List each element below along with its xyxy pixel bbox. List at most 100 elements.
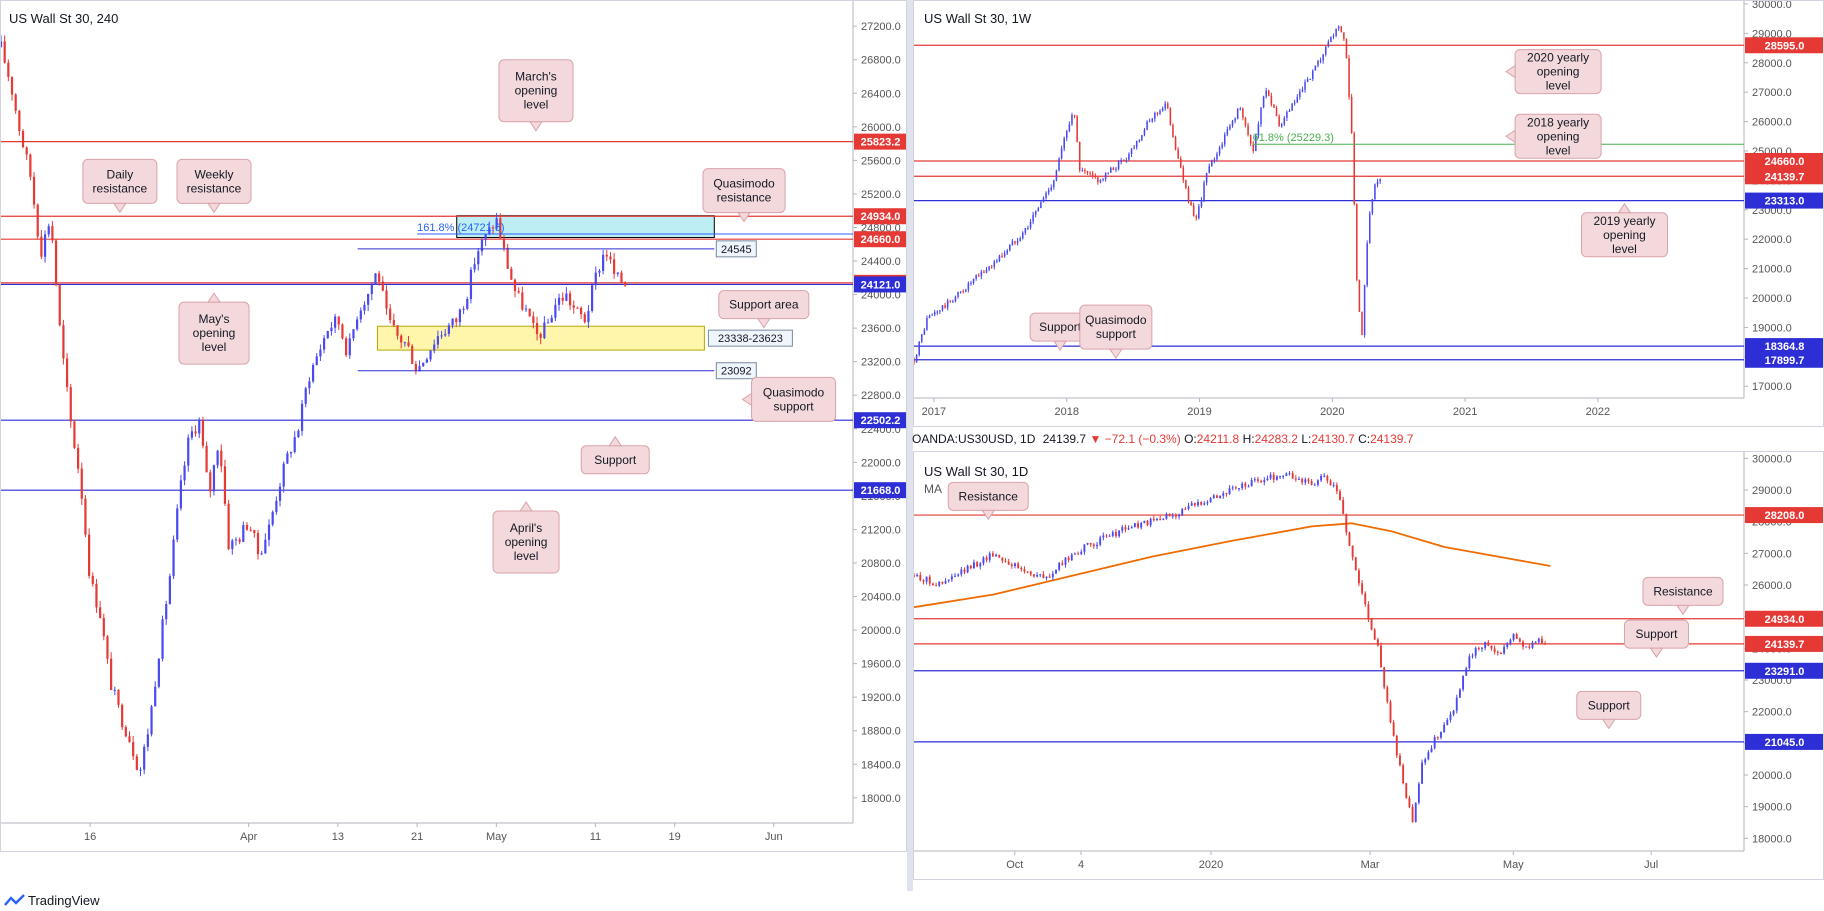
candle-body [502, 238, 506, 248]
candle-body [1094, 175, 1097, 178]
callout-pointer [1505, 129, 1516, 144]
candle-body [1019, 238, 1021, 241]
candle-body [1376, 639, 1379, 646]
candle-body [128, 736, 131, 743]
candle-body [1327, 41, 1330, 47]
tag-text: 24545 [721, 244, 752, 256]
candle-body [337, 316, 340, 325]
candle-body [982, 557, 985, 564]
quote-change: ▼ −72.1 (−0.3%) [1089, 432, 1181, 446]
footer-brand[interactable]: TradingView [28, 893, 100, 908]
candle-body [579, 307, 583, 315]
candle-body [1363, 284, 1366, 335]
level-price-label: 28595.0 [1765, 40, 1805, 52]
candle-body [282, 463, 285, 487]
candle-body [1340, 26, 1343, 33]
candle-body [1260, 480, 1263, 483]
candle-body [124, 727, 127, 737]
candle-body [1518, 638, 1521, 642]
candle-body [227, 503, 230, 550]
daily-chart[interactable]: 18000.019000.020000.021000.022000.023000… [914, 452, 1824, 880]
quote-last: 24139.7 [1042, 432, 1087, 446]
candle-body [949, 300, 952, 302]
panel-separator[interactable] [907, 0, 913, 891]
y-tick-label: 26800.0 [861, 55, 901, 67]
x-tick-label: 2018 [1054, 406, 1078, 418]
candle-body [919, 575, 922, 581]
candle-body [944, 305, 946, 308]
candle-body [1078, 141, 1081, 171]
candle-body [1192, 205, 1195, 217]
y-tick-label: 26000.0 [1752, 117, 1792, 129]
candle-body [1286, 111, 1288, 118]
candle-body [1159, 110, 1161, 114]
callout-text: Support [1635, 627, 1678, 641]
tradingview-logo-icon[interactable] [4, 894, 26, 911]
candle-body [1252, 143, 1255, 152]
candle-body [1534, 642, 1537, 644]
candle-body [1108, 535, 1111, 537]
candle-body [1007, 561, 1010, 565]
candle-body [1326, 475, 1329, 481]
x-tick-label: 11 [590, 831, 601, 843]
weekly-chart[interactable]: 17000.018000.019000.020000.021000.022000… [914, 1, 1824, 427]
candle-body [1234, 487, 1237, 489]
footer-bar: TradingView [0, 891, 1824, 911]
candle-body [1379, 179, 1381, 182]
h4-chart[interactable]: 18000.0 18400.0 18800.0 19200.0 19600.0 20000… [1, 1, 907, 852]
candle-body [1045, 576, 1048, 579]
candle-body [1337, 26, 1340, 29]
candle-body [1228, 488, 1231, 494]
candle-body [1509, 639, 1512, 644]
candle-body [1273, 104, 1275, 108]
candle-body [594, 272, 597, 286]
y-tick-label: 27000.0 [1752, 548, 1792, 560]
candle-body [1253, 479, 1256, 481]
candle-body [954, 575, 956, 577]
callout: Quasimodo support [1079, 304, 1153, 360]
candle-body [1111, 532, 1114, 536]
candle-body [1187, 187, 1190, 203]
candle-body [1021, 232, 1024, 239]
candle-body [1389, 701, 1392, 723]
candle-body [521, 292, 524, 310]
candle-body [543, 322, 546, 338]
candle-body [455, 318, 458, 323]
candle-body [194, 431, 197, 434]
candle-body [970, 282, 972, 284]
level-price-label: 24660.0 [1765, 156, 1805, 168]
callout: Support [1623, 619, 1689, 658]
candle-body [183, 465, 186, 481]
candle-body [132, 742, 135, 757]
candle-body [506, 247, 509, 269]
candle-body [1120, 160, 1122, 162]
candle-body [1215, 495, 1218, 499]
candle-body [962, 291, 964, 293]
candle-body [988, 553, 991, 560]
quote-high-label: H: [1242, 432, 1255, 446]
x-tick-label: Jun [765, 831, 783, 843]
h4-chart-panel[interactable]: 18000.0 18400.0 18800.0 19200.0 19600.0 20000… [0, 0, 907, 852]
candle-body [1168, 513, 1171, 517]
candle-body [1213, 159, 1216, 161]
candle-body [1231, 487, 1234, 489]
weekly-chart-panel[interactable]: 17000.018000.019000.020000.021000.022000… [913, 0, 1824, 427]
candle-body [322, 338, 326, 350]
candle-body [931, 583, 934, 586]
candle-body [1206, 502, 1209, 504]
candle-body [517, 291, 520, 293]
quote-symbol[interactable]: OANDA:US30USD, 1D [912, 432, 1036, 446]
candle-body [1279, 476, 1281, 478]
callout: April's opening level [492, 501, 560, 574]
daily-chart-panel[interactable]: 18000.019000.020000.021000.022000.023000… [913, 451, 1824, 880]
candle-body [1436, 737, 1439, 739]
daily-ma-label[interactable]: MA [924, 482, 942, 496]
candle-body [1146, 520, 1149, 526]
candle-body [1265, 90, 1267, 97]
candle-body [1115, 532, 1117, 537]
fib-label: 161.8% (24721.6) [417, 222, 504, 234]
candle-body [444, 333, 447, 336]
candle-body [972, 278, 975, 283]
candle-body [47, 226, 50, 235]
candle-body [938, 581, 941, 586]
